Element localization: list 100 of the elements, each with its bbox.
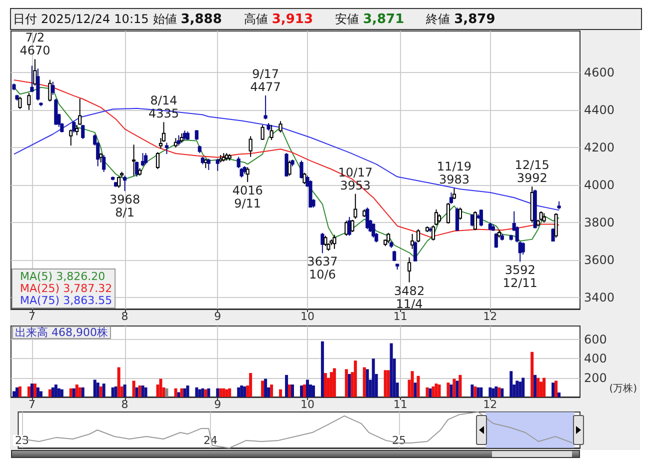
- y-tick-label: 400: [584, 352, 607, 366]
- bar: [264, 378, 268, 397]
- bar: [78, 387, 82, 397]
- x-tick-label: 7: [28, 398, 36, 411]
- candlestick: [386, 232, 390, 244]
- candlestick: [264, 94, 268, 120]
- bar: [141, 385, 144, 397]
- bar: [102, 384, 106, 397]
- candlestick: [410, 233, 414, 250]
- bar: [390, 343, 393, 397]
- bar: [438, 384, 441, 397]
- candlestick: [270, 124, 274, 140]
- candlestick: [36, 68, 40, 101]
- bar: [186, 385, 190, 397]
- candlestick: [204, 158, 208, 169]
- bar: [285, 374, 288, 397]
- bar: [312, 385, 315, 397]
- candlestick: [521, 242, 525, 256]
- x-tick-label: 8: [121, 398, 128, 411]
- candlestick: [156, 152, 160, 170]
- bar: [123, 384, 126, 397]
- annotation: 9/17 4477: [250, 66, 281, 94]
- bar: [51, 387, 54, 397]
- candlestick: [33, 58, 37, 86]
- bar: [414, 382, 417, 397]
- y-tick-label: 4200: [584, 140, 615, 154]
- bar: [306, 380, 309, 397]
- bar: [428, 388, 432, 397]
- bar: [237, 387, 240, 397]
- bar: [240, 385, 244, 397]
- bar: [494, 386, 498, 397]
- candlestick: [542, 212, 546, 224]
- candlestick: [479, 208, 483, 227]
- bar: [57, 388, 60, 397]
- x-tick-label: 12: [483, 398, 498, 411]
- bar: [204, 389, 208, 397]
- bar: [174, 388, 178, 397]
- candlestick: [246, 166, 250, 183]
- y-tick-label: 3400: [584, 290, 615, 305]
- bar: [12, 391, 16, 397]
- bar: [522, 378, 525, 397]
- candlestick: [354, 193, 358, 220]
- x-tick-label: 10: [300, 310, 314, 323]
- bar: [180, 388, 184, 397]
- candlestick: [102, 154, 106, 172]
- bar: [552, 382, 555, 397]
- candlestick: [458, 207, 462, 220]
- candlestick: [144, 152, 148, 165]
- bar: [225, 389, 228, 397]
- bar: [480, 387, 483, 397]
- bar: [500, 388, 504, 397]
- bar: [165, 388, 168, 397]
- bar: [456, 380, 459, 397]
- bar: [144, 387, 148, 397]
- candlestick: [408, 256, 412, 283]
- candlestick: [164, 142, 169, 155]
- text: MA(5) 3,826.20: [20, 270, 106, 283]
- bar: [219, 388, 222, 397]
- bar: [498, 387, 501, 397]
- x-tick-label: 11: [393, 310, 408, 323]
- candlestick: [446, 202, 450, 224]
- bar: [18, 386, 22, 397]
- bar: [476, 387, 480, 397]
- candlestick: [288, 160, 292, 176]
- bar: [458, 374, 462, 397]
- bar: [96, 382, 100, 397]
- x-tick-label: 9: [214, 310, 222, 323]
- bar: [198, 389, 202, 397]
- annotation: 8/14 4335: [148, 94, 180, 121]
- candlestick: [248, 136, 252, 158]
- bar: [228, 388, 232, 397]
- y-axis-title: (万株): [609, 382, 638, 394]
- bar: [344, 369, 348, 397]
- bar: [366, 369, 369, 397]
- bar: [216, 388, 220, 397]
- bar: [416, 376, 420, 397]
- bar: [302, 384, 306, 397]
- bar: [386, 370, 390, 397]
- y-tick-label: 4000: [584, 178, 615, 192]
- candlestick: [27, 92, 31, 110]
- bar: [452, 378, 456, 397]
- bar: [410, 371, 414, 397]
- candlestick: [320, 232, 324, 254]
- candlestick: [18, 96, 22, 110]
- bar: [135, 387, 138, 397]
- bar: [288, 384, 292, 397]
- candlestick: [324, 235, 328, 247]
- candlestick: [81, 124, 85, 140]
- bar: [117, 367, 120, 397]
- bar: [261, 380, 264, 397]
- bar: [222, 388, 226, 397]
- candlestick: [180, 132, 184, 144]
- annotation: 3592 12/11: [502, 263, 538, 290]
- bar: [132, 380, 136, 397]
- candlestick: [332, 234, 336, 250]
- text: MA(25) 3,787.32: [20, 282, 112, 295]
- candlestick: [449, 192, 454, 204]
- x-tick-label: 10: [300, 398, 314, 411]
- bar: [450, 384, 453, 397]
- bar: [270, 384, 274, 397]
